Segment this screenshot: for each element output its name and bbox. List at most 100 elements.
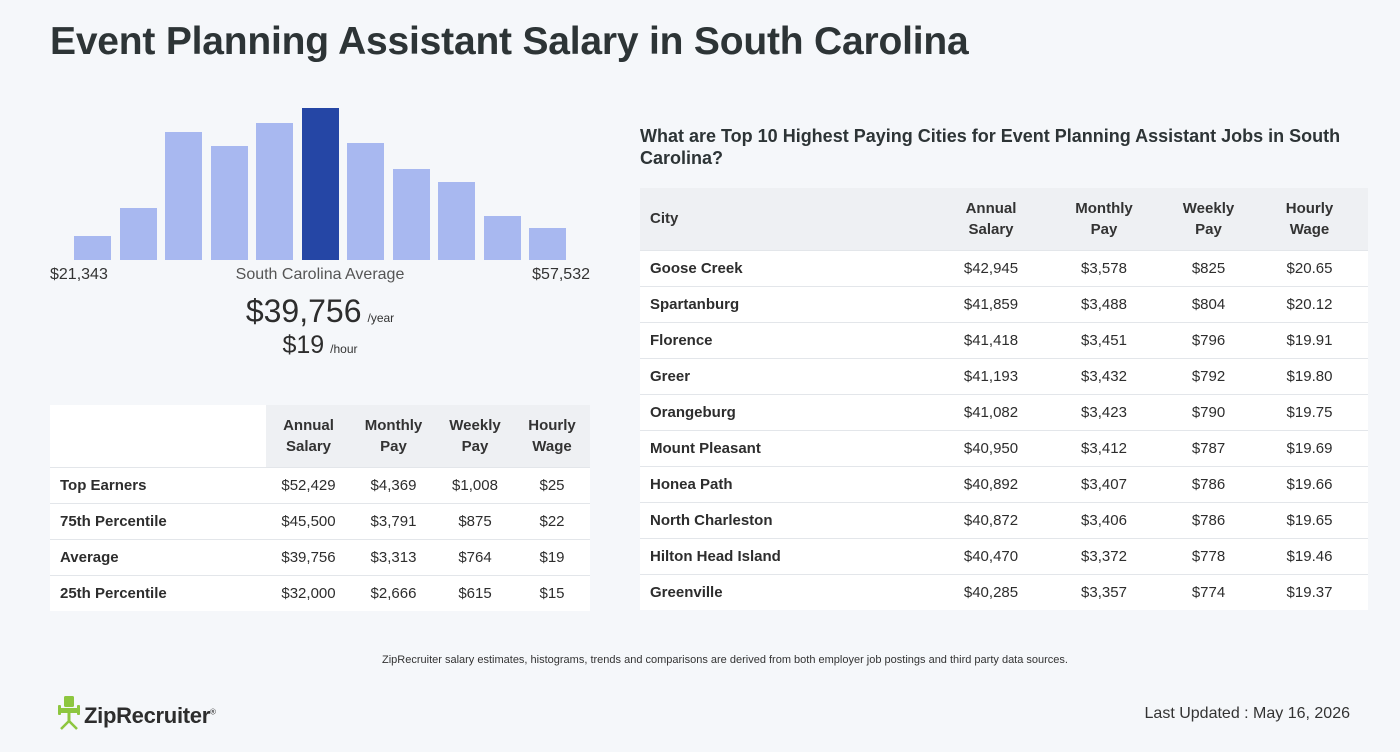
weekly-pay-cell: $774 xyxy=(1191,583,1226,601)
header-weekly-pay: Weekly Pay xyxy=(1182,199,1235,238)
city-name-cell: North Charleston xyxy=(650,511,773,529)
percentile-table: Annual Salary Monthly Pay Weekly Pay Hourly… xyxy=(50,405,590,611)
annual-salary-cell: $40,872 xyxy=(963,511,1019,529)
annual-salary-cell: $39,756 xyxy=(281,548,336,566)
hourly-wage-cell: $19.91 xyxy=(1286,331,1333,349)
weekly-pay-cell: $786 xyxy=(1191,475,1226,493)
table-row: 75th Percentile $45,500 $3,791 $875 $22 xyxy=(50,503,590,539)
weekly-pay-cell: $764 xyxy=(458,548,492,566)
row-label: 25th Percentile xyxy=(60,584,167,602)
annual-salary-cell: $41,859 xyxy=(963,295,1019,313)
hourly-wage-cell: $19.65 xyxy=(1286,511,1333,529)
monthly-pay-cell: $3,412 xyxy=(1081,439,1127,457)
header-monthly-pay: Monthly Pay xyxy=(1075,199,1133,238)
monthly-pay-cell: $3,578 xyxy=(1081,259,1127,277)
yearly-salary-value: $39,756 xyxy=(245,293,362,329)
annual-salary-cell: $32,000 xyxy=(281,584,336,602)
table-row: North Charleston $40,872 $3,406 $786 $19.65 xyxy=(640,502,1368,538)
weekly-pay-cell: $787 xyxy=(1191,439,1226,457)
hourly-salary-value: $19 xyxy=(282,331,325,359)
cities-table-header: City Annual Salary Monthly Pay Weekly Pay H… xyxy=(640,188,1368,250)
hourly-wage-cell: $19.46 xyxy=(1286,547,1333,565)
histogram-bar-active xyxy=(301,108,339,260)
histogram-bar xyxy=(119,208,157,260)
hourly-salary-unit: /hour xyxy=(330,342,358,356)
weekly-pay-cell: $804 xyxy=(1191,295,1226,313)
monthly-pay-cell: $3,406 xyxy=(1081,511,1127,529)
hourly-wage-cell: $19.80 xyxy=(1286,367,1333,385)
monthly-pay-cell: $4,369 xyxy=(370,476,417,494)
monthly-pay-cell: $3,432 xyxy=(1081,367,1127,385)
weekly-pay-cell: $790 xyxy=(1191,403,1226,421)
histogram-max-label: $57,532 xyxy=(532,266,590,283)
hourly-wage-cell: $20.12 xyxy=(1286,295,1333,313)
city-name-cell: Greer xyxy=(650,367,691,385)
weekly-pay-cell: $796 xyxy=(1191,331,1226,349)
city-name-cell: Hilton Head Island xyxy=(650,547,781,565)
histogram-bar xyxy=(74,236,111,260)
table-row: Spartanburg $41,859 $3,488 $804 $20.12 xyxy=(640,286,1368,322)
weekly-pay-cell: $615 xyxy=(458,584,492,602)
histogram-bar xyxy=(392,169,430,260)
hourly-wage-cell: $19.66 xyxy=(1286,475,1333,493)
ziprecruiter-logo[interactable]: ZipRecruiter® xyxy=(58,696,216,735)
ziprecruiter-chair-icon xyxy=(58,696,80,735)
annual-salary-cell: $42,945 xyxy=(963,259,1019,277)
histogram-bar xyxy=(256,123,293,260)
header-city: City xyxy=(650,210,679,228)
hourly-wage-cell: $20.65 xyxy=(1286,259,1333,277)
histogram-min-label: $21,343 xyxy=(50,266,108,283)
hourly-wage-cell: $19.37 xyxy=(1286,583,1333,601)
row-label: 75th Percentile xyxy=(60,512,167,530)
annual-salary-cell: $40,470 xyxy=(963,547,1019,565)
monthly-pay-cell: $3,423 xyxy=(1081,403,1127,421)
histogram-bar xyxy=(210,146,248,260)
monthly-pay-cell: $3,407 xyxy=(1081,475,1127,493)
table-row: Goose Creek $42,945 $3,578 $825 $20.65 xyxy=(640,250,1368,286)
hourly-wage-cell: $19.69 xyxy=(1286,439,1333,457)
city-name-cell: Greenville xyxy=(650,583,723,601)
city-name-cell: Goose Creek xyxy=(650,259,743,277)
table-row: Florence $41,418 $3,451 $796 $19.91 xyxy=(640,322,1368,358)
hourly-wage-cell: $19 xyxy=(539,548,565,566)
histogram-bar xyxy=(165,132,202,260)
header-hourly-wage: Hourly Wage xyxy=(1285,199,1334,238)
hourly-salary: $19/hour xyxy=(50,331,590,360)
monthly-pay-cell: $3,791 xyxy=(370,512,417,530)
last-updated: Last Updated : May 16, 2026 xyxy=(1144,705,1350,722)
hourly-wage-cell: $25 xyxy=(539,476,565,494)
percentile-table-header: Annual Salary Monthly Pay Weekly Pay Hourly… xyxy=(50,405,590,467)
annual-salary-cell: $52,429 xyxy=(281,476,336,494)
histogram-bar xyxy=(438,182,475,260)
table-row: Greenville $40,285 $3,357 $774 $19.37 xyxy=(640,574,1368,610)
data-source-footnote: ZipRecruiter salary estimates, histogram… xyxy=(382,654,1068,666)
header-hourly-wage: Hourly Wage xyxy=(514,405,590,467)
monthly-pay-cell: $3,372 xyxy=(1081,547,1127,565)
table-row: Orangeburg $41,082 $3,423 $790 $19.75 xyxy=(640,394,1368,430)
histogram-bar xyxy=(347,143,384,260)
table-row: Average $39,756 $3,313 $764 $19 xyxy=(50,539,590,575)
weekly-pay-cell: $825 xyxy=(1191,259,1226,277)
hourly-wage-cell: $19.75 xyxy=(1286,403,1333,421)
header-weekly-pay: Weekly Pay xyxy=(436,405,514,467)
header-annual-salary: Annual Salary xyxy=(965,199,1017,238)
histogram-bar xyxy=(529,228,566,260)
city-name-cell: Spartanburg xyxy=(650,295,740,313)
row-label: Average xyxy=(60,548,119,566)
table-row: Mount Pleasant $40,950 $3,412 $787 $19.69 xyxy=(640,430,1368,466)
page-title: Event Planning Assistant Salary in South… xyxy=(50,20,969,63)
table-row: Honea Path $40,892 $3,407 $786 $19.66 xyxy=(640,466,1368,502)
annual-salary-cell: $45,500 xyxy=(281,512,336,530)
annual-salary-cell: $40,892 xyxy=(963,475,1019,493)
city-name-cell: Orangeburg xyxy=(650,403,736,421)
histogram-average-label: South Carolina Average xyxy=(235,266,405,283)
yearly-salary-unit: /year xyxy=(367,311,395,325)
weekly-pay-cell: $875 xyxy=(458,512,492,530)
hourly-wage-cell: $22 xyxy=(539,512,565,530)
logo-text: ZipRecruiter® xyxy=(84,702,216,728)
monthly-pay-cell: $3,451 xyxy=(1081,331,1127,349)
monthly-pay-cell: $3,313 xyxy=(370,548,417,566)
percentile-header-empty xyxy=(50,405,266,467)
annual-salary-cell: $40,950 xyxy=(963,439,1019,457)
row-label: Top Earners xyxy=(60,476,147,494)
